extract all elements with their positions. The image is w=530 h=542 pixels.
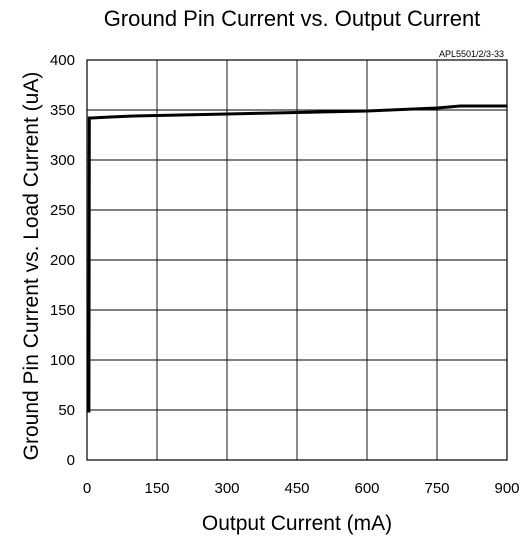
y-tick-label: 350 (50, 102, 75, 119)
y-tick-label: 0 (67, 452, 75, 469)
y-tick-label: 100 (50, 352, 75, 369)
x-axis-label: Output Current (mA) (202, 512, 392, 535)
grid (86, 59, 508, 461)
y-tick-label: 300 (50, 152, 75, 169)
x-tick-label: 150 (144, 480, 169, 497)
y-axis-label: Ground Pin Current vs. Load Current (uA) (20, 72, 43, 461)
plot-frame (86, 59, 508, 461)
series-line (87, 104, 507, 413)
x-tick-label: 450 (284, 480, 309, 497)
x-tick-label: 750 (424, 480, 449, 497)
y-tick-label: 400 (50, 52, 75, 69)
x-tick-labels: 0 150 300 450 600 750 900 (83, 480, 520, 497)
y-tick-label: 200 (50, 252, 75, 269)
y-tick-label: 150 (50, 302, 75, 319)
y-tick-label: 250 (50, 202, 75, 219)
y-tick-label: 50 (58, 402, 75, 419)
x-tick-label: 300 (214, 480, 239, 497)
chart-annotation: APL5501/2/3-33 (439, 49, 504, 59)
x-tick-label: 900 (494, 480, 519, 497)
y-tick-labels: 0 50 100 150 200 250 300 350 400 (50, 52, 75, 469)
x-tick-label: 0 (83, 480, 91, 497)
chart-title: Ground Pin Current vs. Output Current (104, 6, 481, 31)
x-tick-label: 600 (354, 480, 379, 497)
